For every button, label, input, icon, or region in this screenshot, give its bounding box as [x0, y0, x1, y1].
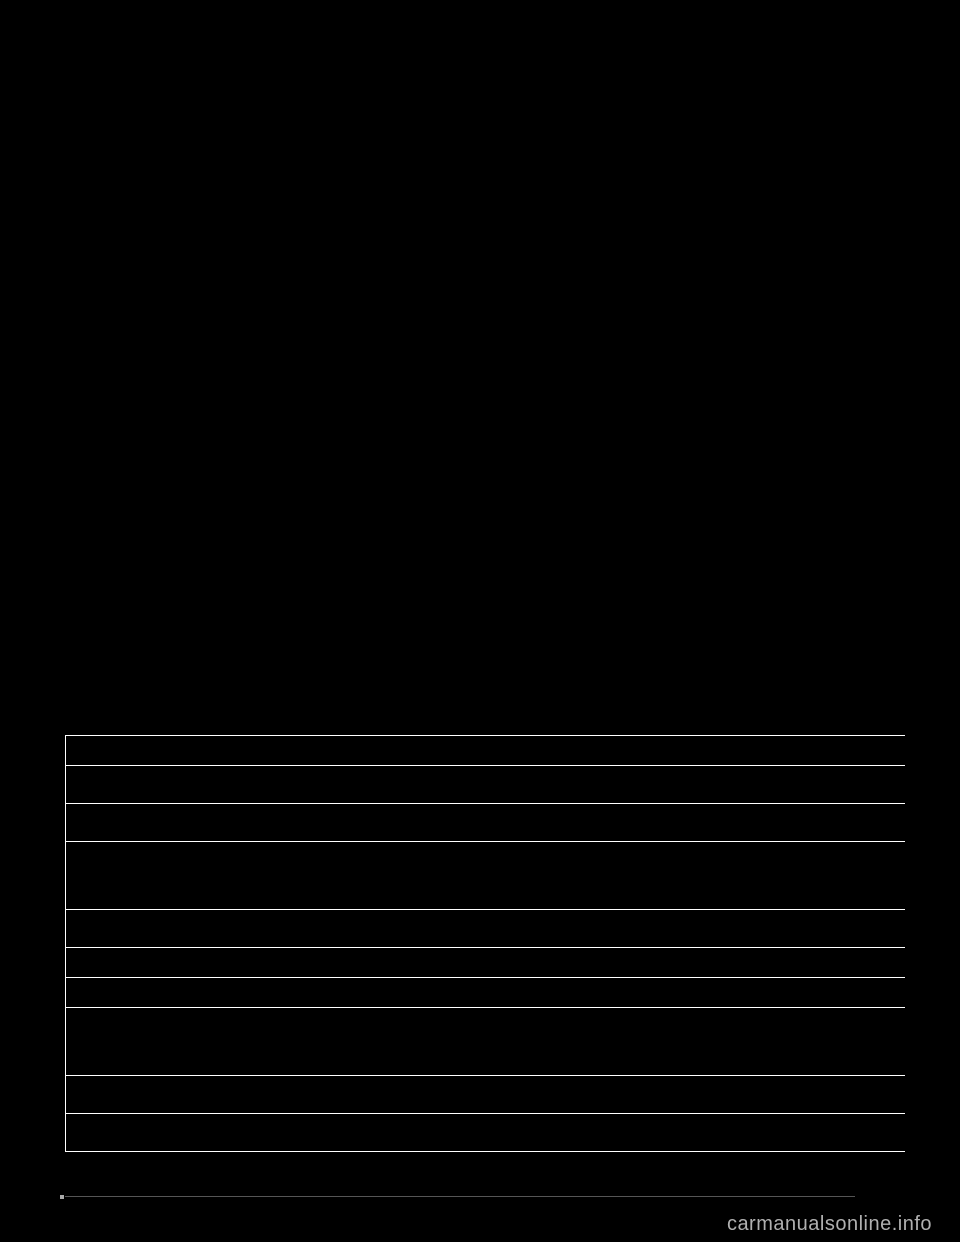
table-cell — [165, 1076, 315, 1114]
watermark-text: carmanualsonline.info — [727, 1213, 932, 1236]
table-cell — [515, 1008, 715, 1076]
table-cell — [315, 978, 515, 1008]
table-cell — [315, 842, 515, 910]
table-cell — [715, 1076, 905, 1114]
table-cell — [315, 910, 515, 948]
table-cell — [515, 910, 715, 948]
table-cell — [165, 804, 315, 842]
table-cell — [66, 1076, 166, 1114]
table-cell — [515, 1076, 715, 1114]
table-cell — [66, 910, 166, 948]
table-cell — [715, 736, 905, 766]
table-cell — [315, 736, 515, 766]
table-cell — [515, 842, 715, 910]
table-cell — [66, 736, 166, 766]
table-row — [66, 842, 906, 910]
table-cell — [165, 910, 315, 948]
table-cell — [715, 766, 905, 804]
table-header-row — [66, 736, 906, 766]
table-cell — [515, 978, 715, 1008]
table-cell — [165, 1008, 315, 1076]
table-cell — [165, 948, 315, 978]
table-cell — [515, 736, 715, 766]
table-cell — [515, 804, 715, 842]
table-cell — [165, 766, 315, 804]
table-cell — [515, 948, 715, 978]
spec-table-container — [65, 735, 905, 1152]
table-cell — [66, 1114, 166, 1152]
table-row — [66, 978, 906, 1008]
table-cell — [715, 1008, 905, 1076]
table-row — [66, 910, 906, 948]
table-cell — [315, 948, 515, 978]
table-cell — [66, 766, 166, 804]
table-cell — [315, 766, 515, 804]
table-cell — [315, 1008, 515, 1076]
table-cell — [165, 978, 315, 1008]
table-cell — [66, 804, 166, 842]
table-cell — [715, 948, 905, 978]
table-row — [66, 766, 906, 804]
table-cell — [66, 1008, 166, 1076]
footer-rule — [65, 1196, 855, 1197]
table-cell — [715, 804, 905, 842]
table-cell — [66, 842, 166, 910]
table-cell — [315, 1114, 515, 1152]
table-row — [66, 948, 906, 978]
document-page: carmanualsonline.info — [0, 0, 960, 1242]
table-cell — [165, 842, 315, 910]
table-cell — [66, 948, 166, 978]
table-row — [66, 804, 906, 842]
table-cell — [715, 1114, 905, 1152]
table-cell — [715, 910, 905, 948]
footer-dot — [60, 1195, 64, 1199]
spec-table — [65, 735, 905, 1152]
table-row — [66, 1114, 906, 1152]
table-cell — [165, 736, 315, 766]
table-cell — [515, 766, 715, 804]
table-cell — [715, 978, 905, 1008]
table-row — [66, 1008, 906, 1076]
table-cell — [315, 804, 515, 842]
table-cell — [715, 842, 905, 910]
table-cell — [66, 978, 166, 1008]
table-row — [66, 1076, 906, 1114]
table-cell — [165, 1114, 315, 1152]
table-cell — [515, 1114, 715, 1152]
table-cell — [315, 1076, 515, 1114]
